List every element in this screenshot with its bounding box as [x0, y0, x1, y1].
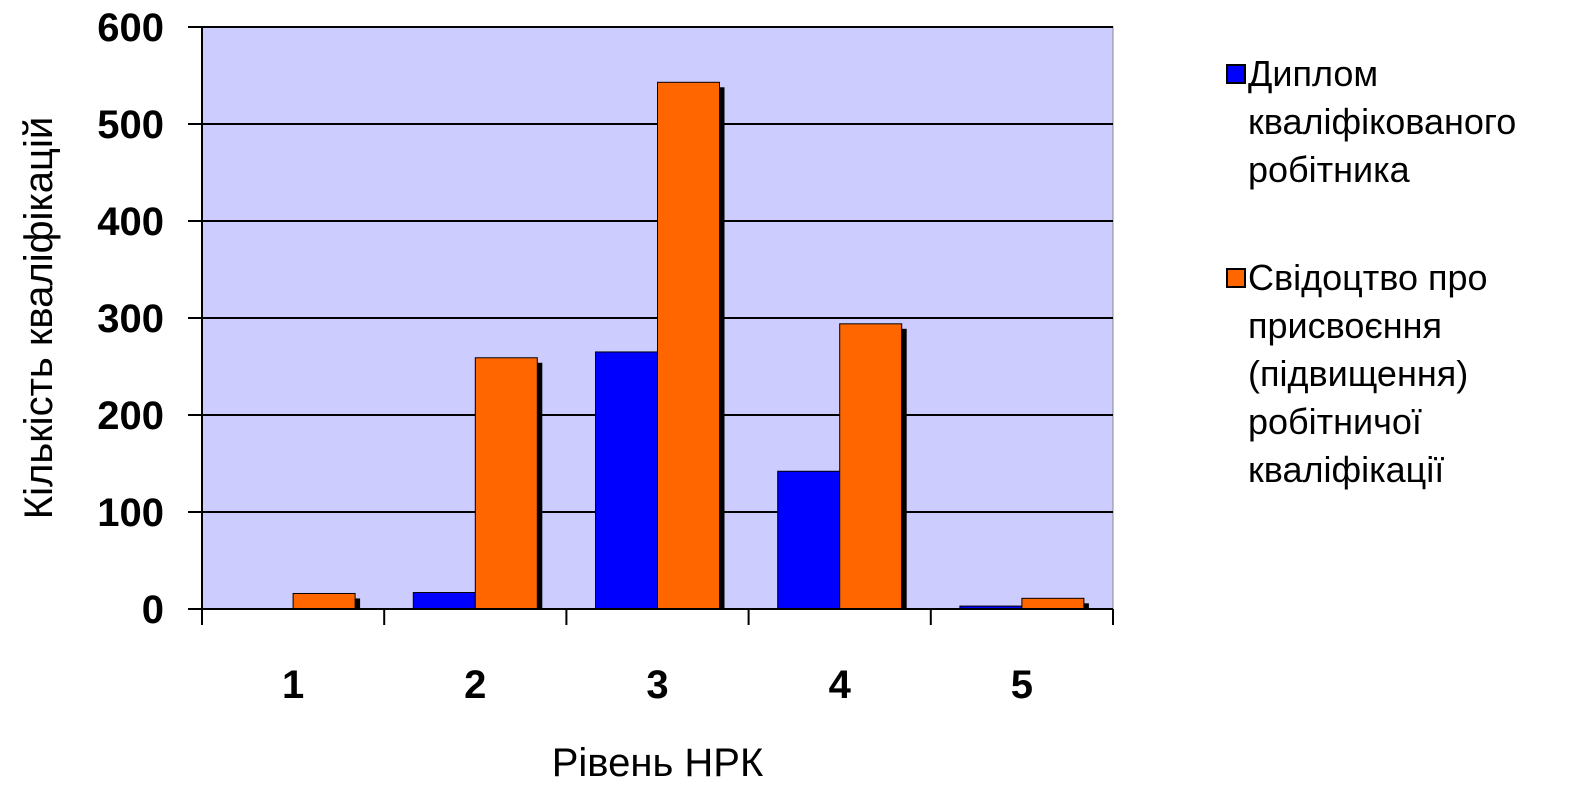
bar-series-1-cat-4: [839, 323, 903, 610]
legend-swatch-certificate: [1226, 268, 1246, 288]
y-tick-label: 200: [97, 394, 164, 438]
legend-item-certificate: Свідоцтво про присвоєння (підвищення) ро…: [1226, 254, 1586, 494]
legend-label-diploma: Диплом кваліфікованого робітника: [1248, 53, 1517, 190]
bar-series-1-cat-1: [292, 592, 356, 610]
x-tick-label: 1: [282, 663, 304, 707]
x-tick-label: 4: [829, 663, 852, 707]
x-tick-label: 5: [1011, 663, 1033, 707]
axes: [188, 26, 1114, 625]
y-tick-label: 400: [97, 200, 164, 244]
bar-series-0-cat-4: [777, 470, 841, 610]
bar-series-1-cat-3: [657, 81, 720, 610]
legend: Диплом кваліфікованого робітника Свідоцт…: [1226, 50, 1586, 554]
x-tick-label: 2: [464, 663, 486, 707]
bar-series-0-cat-2: [412, 592, 476, 610]
legend-swatch-diploma: [1226, 64, 1246, 84]
y-tick-label: 100: [97, 491, 164, 535]
y-tick-label: 0: [142, 588, 164, 632]
bar-series-1-cat-2: [474, 357, 538, 610]
bar-series-0-cat-3: [595, 351, 658, 610]
y-tick-labels: 0 100 200 300 400 500 600: [97, 6, 164, 632]
x-axis-title: Рівень НРК: [552, 741, 764, 785]
legend-label-certificate: Свідоцтво про присвоєння (підвищення) ро…: [1248, 257, 1488, 490]
bars: [292, 81, 1089, 610]
legend-item-diploma: Диплом кваліфікованого робітника: [1226, 50, 1586, 194]
y-tick-label: 300: [97, 297, 164, 341]
x-tick-labels: 1 2 3 4 5: [282, 663, 1033, 707]
y-tick-label: 500: [97, 103, 164, 147]
y-tick-label: 600: [97, 6, 164, 50]
bar-series-1-cat-5: [1021, 597, 1085, 610]
y-axis-title: Кількість кваліфікацій: [17, 117, 61, 519]
x-tick-label: 3: [646, 663, 668, 707]
